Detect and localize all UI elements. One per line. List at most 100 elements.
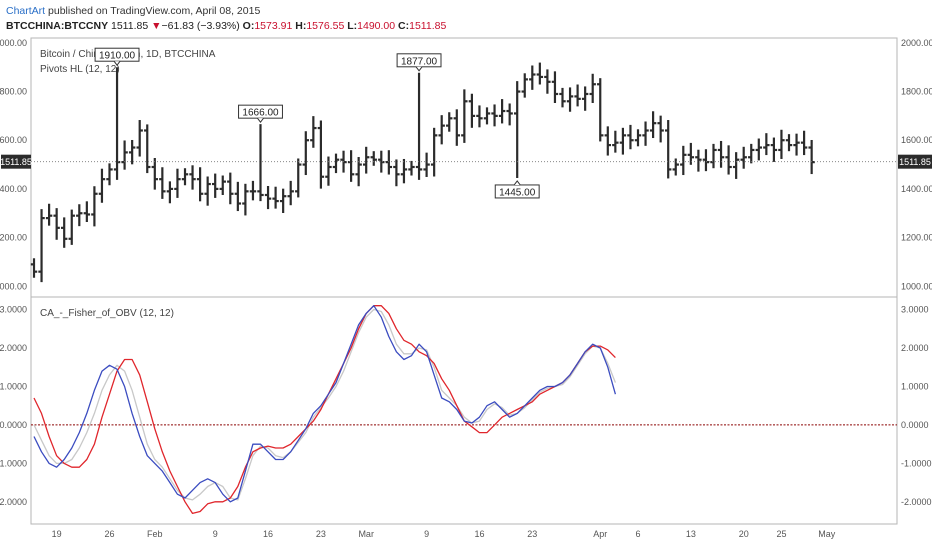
price-bar[interactable] bbox=[521, 73, 528, 98]
price-bar[interactable] bbox=[317, 120, 325, 189]
price-bar[interactable] bbox=[793, 133, 800, 156]
price-bar[interactable] bbox=[257, 124, 264, 202]
price-bar[interactable] bbox=[514, 81, 521, 178]
price-bar[interactable] bbox=[800, 130, 808, 156]
price-bar[interactable] bbox=[272, 186, 279, 209]
price-bar[interactable] bbox=[174, 168, 181, 198]
price-bar[interactable] bbox=[310, 116, 317, 148]
price-bar[interactable] bbox=[717, 140, 725, 168]
price-bar[interactable] bbox=[491, 104, 498, 127]
price-bar[interactable] bbox=[430, 127, 438, 177]
price-bar[interactable] bbox=[91, 186, 98, 227]
price-bar[interactable] bbox=[363, 146, 370, 174]
price-bar[interactable] bbox=[544, 69, 551, 94]
price-bar[interactable] bbox=[740, 146, 747, 169]
price-bar[interactable] bbox=[551, 71, 559, 103]
price-bar[interactable] bbox=[763, 133, 770, 156]
price-bar[interactable] bbox=[438, 115, 445, 145]
price-bar[interactable] bbox=[732, 152, 740, 179]
price-bar[interactable] bbox=[770, 137, 778, 162]
price-bar[interactable] bbox=[370, 151, 377, 166]
price-bar[interactable] bbox=[287, 180, 294, 206]
price-bar[interactable] bbox=[483, 107, 491, 125]
price-bar[interactable] bbox=[415, 72, 423, 180]
oscillator-title[interactable]: CA_-_Fisher_of_OBV (12, 12) bbox=[40, 308, 174, 319]
price-bar[interactable] bbox=[53, 208, 60, 240]
price-bar[interactable] bbox=[446, 112, 453, 132]
price-bar[interactable] bbox=[196, 167, 204, 202]
price-bar[interactable] bbox=[121, 140, 128, 170]
oscillator-pane[interactable]: CA_-_Fisher_of_OBV (12, 12) bbox=[31, 305, 897, 515]
price-bar[interactable] bbox=[687, 142, 695, 165]
price-bar[interactable] bbox=[634, 129, 642, 147]
price-bar[interactable] bbox=[408, 160, 415, 176]
price-bar[interactable] bbox=[347, 150, 355, 182]
price-bar[interactable] bbox=[264, 185, 272, 210]
price-bar[interactable] bbox=[725, 145, 732, 175]
price-bar[interactable] bbox=[61, 217, 68, 248]
price-bar[interactable] bbox=[166, 181, 174, 204]
price-bar[interactable] bbox=[672, 158, 679, 176]
price-bar[interactable] bbox=[400, 158, 408, 184]
price-bar[interactable] bbox=[159, 167, 166, 199]
price-bar[interactable] bbox=[128, 139, 136, 165]
price-bar[interactable] bbox=[393, 159, 400, 187]
price-bar[interactable] bbox=[189, 165, 196, 190]
price-bar[interactable] bbox=[566, 87, 574, 112]
price-bar[interactable] bbox=[597, 78, 604, 142]
price-bar[interactable] bbox=[68, 209, 75, 245]
price-bar[interactable] bbox=[227, 172, 234, 205]
price-bar[interactable] bbox=[649, 111, 657, 139]
price-bar[interactable] bbox=[302, 131, 309, 176]
price-bar[interactable] bbox=[778, 129, 785, 159]
price-bar[interactable] bbox=[38, 209, 45, 283]
price-bar[interactable] bbox=[113, 67, 121, 180]
oscillator-blue-line[interactable] bbox=[33, 305, 617, 503]
price-bar[interactable] bbox=[710, 143, 717, 169]
price-bar[interactable] bbox=[581, 86, 589, 111]
price-bar[interactable] bbox=[181, 168, 189, 186]
pivots-indicator-label[interactable]: Pivots HL (12, 12) bbox=[40, 64, 120, 75]
price-bar[interactable] bbox=[619, 127, 627, 155]
price-bar[interactable] bbox=[536, 62, 544, 85]
price-bar[interactable] bbox=[453, 109, 460, 146]
price-bar[interactable] bbox=[612, 130, 619, 153]
author-link[interactable]: ChartArt bbox=[6, 5, 46, 17]
price-bar[interactable] bbox=[212, 173, 219, 198]
price-bar[interactable] bbox=[657, 115, 664, 143]
oscillator-grey-line[interactable] bbox=[33, 308, 617, 501]
price-bar[interactable] bbox=[665, 120, 672, 179]
price-bar[interactable] bbox=[695, 149, 702, 172]
price-pane[interactable]: Bitcoin / Chinese Yuan, 1D, BTCCHINA Piv… bbox=[30, 47, 897, 283]
price-bar[interactable] bbox=[461, 89, 468, 143]
price-bar[interactable] bbox=[604, 126, 611, 156]
price-bar[interactable] bbox=[83, 201, 91, 223]
price-bar[interactable] bbox=[468, 93, 476, 128]
price-bar[interactable] bbox=[642, 121, 649, 146]
price-bar[interactable] bbox=[476, 105, 483, 128]
price-bar[interactable] bbox=[242, 183, 249, 216]
price-bar[interactable] bbox=[332, 153, 340, 174]
price-bar[interactable] bbox=[498, 99, 506, 124]
price-bar[interactable] bbox=[378, 150, 385, 173]
price-bar[interactable] bbox=[755, 138, 762, 161]
price-bar[interactable] bbox=[45, 203, 53, 226]
price-bar[interactable] bbox=[559, 87, 566, 108]
price-bar[interactable] bbox=[30, 258, 38, 278]
price-bar[interactable] bbox=[529, 65, 536, 90]
price-bar[interactable] bbox=[144, 124, 151, 174]
price-bar[interactable] bbox=[279, 188, 287, 214]
price-bar[interactable] bbox=[423, 152, 430, 177]
price-bar[interactable] bbox=[98, 168, 106, 203]
price-bar[interactable] bbox=[249, 180, 257, 201]
price-bar[interactable] bbox=[574, 84, 581, 107]
price-bar[interactable] bbox=[680, 145, 687, 176]
price-bar[interactable] bbox=[808, 139, 815, 175]
price-bar[interactable] bbox=[702, 149, 710, 172]
price-bar[interactable] bbox=[385, 150, 393, 175]
price-bar[interactable] bbox=[589, 73, 596, 103]
price-bar[interactable] bbox=[204, 176, 211, 206]
price-bar[interactable] bbox=[785, 134, 793, 152]
price-bar[interactable] bbox=[295, 158, 302, 198]
price-bar[interactable] bbox=[76, 204, 83, 227]
